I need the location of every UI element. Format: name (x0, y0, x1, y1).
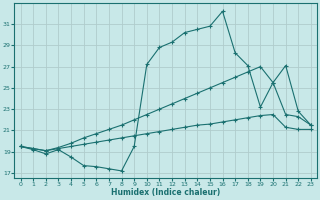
X-axis label: Humidex (Indice chaleur): Humidex (Indice chaleur) (111, 188, 220, 197)
